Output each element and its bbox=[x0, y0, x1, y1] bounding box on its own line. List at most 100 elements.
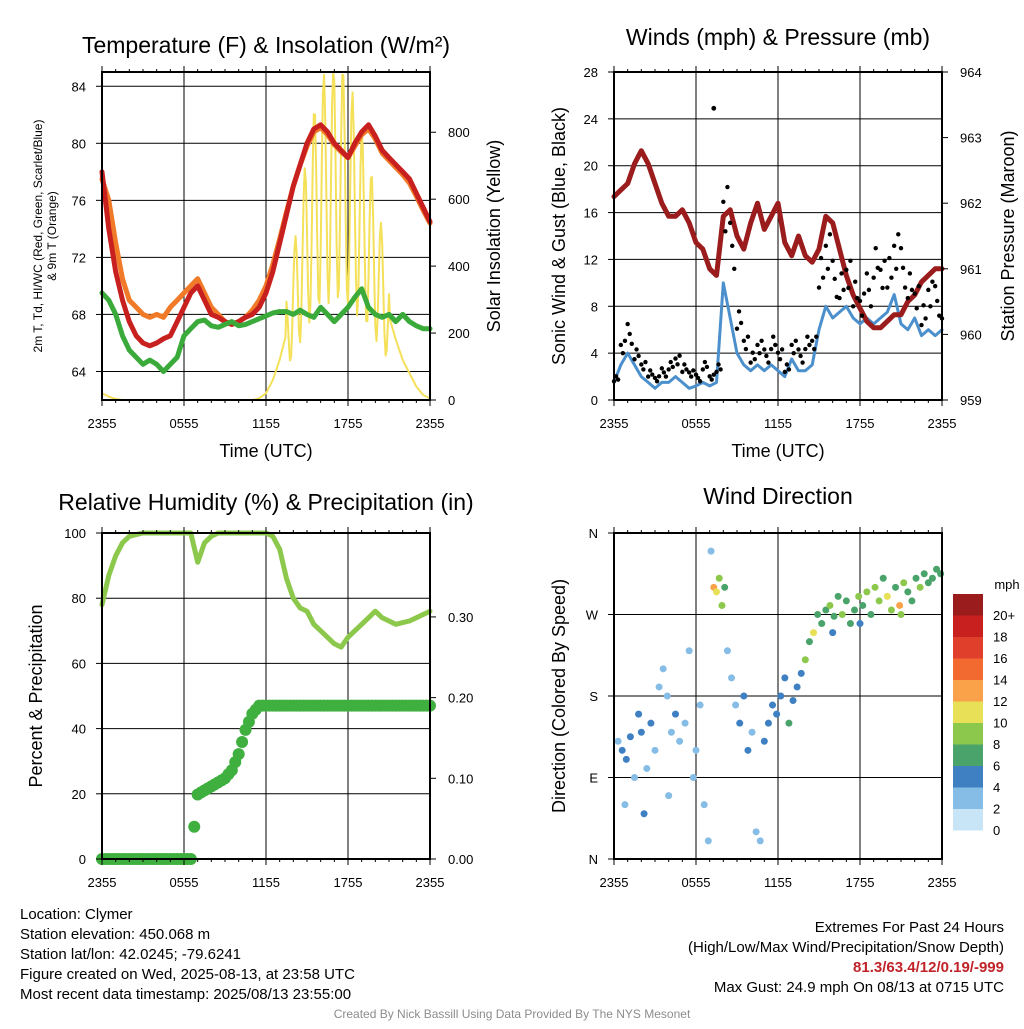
precip-point bbox=[232, 748, 245, 761]
direction-point bbox=[822, 606, 830, 614]
temp-ytick-label: 64 bbox=[72, 364, 86, 379]
dir-ytick-label: N bbox=[589, 852, 598, 867]
gust-point bbox=[634, 347, 639, 352]
gust-point bbox=[850, 304, 856, 309]
direction-point bbox=[801, 656, 809, 664]
dir-xtick-label: 2355 bbox=[600, 875, 629, 890]
gust-point bbox=[868, 304, 874, 309]
legend-label: 2 bbox=[993, 801, 1000, 816]
station-elevation: Station elevation: 450.068 m bbox=[20, 926, 211, 943]
temperature-ylabel-line2: & 9m T (Orange) bbox=[45, 191, 59, 281]
gust-point bbox=[700, 367, 706, 372]
gust-point bbox=[629, 341, 634, 346]
gust-point bbox=[755, 342, 760, 348]
dir-ytick-label: S bbox=[589, 689, 598, 704]
direction-point bbox=[789, 697, 797, 705]
gust-point bbox=[768, 346, 774, 352]
gust-point bbox=[779, 347, 785, 352]
gust-point bbox=[764, 353, 769, 359]
gust-point bbox=[654, 379, 660, 384]
gust-point bbox=[921, 303, 926, 308]
wind-xtick-label: 1755 bbox=[846, 416, 875, 431]
direction-point bbox=[672, 710, 679, 718]
gust-point bbox=[846, 285, 851, 291]
gust-point bbox=[734, 326, 740, 331]
direction-point bbox=[896, 601, 904, 609]
direction-point bbox=[715, 574, 723, 582]
dir-xtick-label: 2355 bbox=[928, 875, 957, 890]
pressure-y2label: Station Pressure (Maroon) bbox=[998, 130, 1018, 341]
gust-point bbox=[775, 350, 781, 355]
rh-ytick-label: 80 bbox=[72, 591, 86, 606]
gust-point bbox=[820, 275, 826, 280]
dir-ytick-label: E bbox=[589, 771, 598, 786]
pressure-y2tick-label: 959 bbox=[960, 393, 982, 408]
gust-point bbox=[745, 334, 751, 339]
direction-panel: Wind Direction 2355 0555 1155 1755 2355NESWN… bbox=[549, 483, 1020, 890]
direction-point bbox=[667, 728, 675, 736]
gust-point bbox=[693, 372, 699, 377]
direction-point bbox=[740, 692, 748, 700]
extremes-values: 81.3/63.4/12/0.19/-999 bbox=[853, 959, 1004, 976]
direction-point bbox=[814, 611, 822, 618]
temp-xtick-label: 2355 bbox=[416, 416, 445, 431]
gust-point bbox=[844, 267, 849, 273]
gust-point bbox=[853, 279, 858, 284]
gust-point bbox=[725, 184, 730, 190]
direction-point bbox=[773, 710, 781, 718]
gust-point bbox=[909, 287, 915, 293]
direction-point bbox=[676, 737, 684, 745]
gust-point bbox=[666, 367, 671, 372]
direction-point bbox=[769, 701, 777, 709]
gust-point bbox=[926, 287, 931, 293]
wind-ytick-label: 28 bbox=[584, 65, 598, 80]
winds-xlabel: Time (UTC) bbox=[731, 441, 824, 461]
pressure-y2tick-label: 962 bbox=[960, 196, 982, 211]
direction-point bbox=[826, 601, 834, 609]
rh-xtick-label: 1755 bbox=[334, 875, 363, 890]
humidity-ticks: 2355 0555 1155 1755 23550204060801000.000.10… bbox=[64, 526, 473, 890]
winds-ticks: 2355 0555 1155 1755 235504812162024289599609… bbox=[584, 65, 982, 431]
winds-panel: Winds (mph) & Pressure (mb) 2355 0555 1155… bbox=[549, 24, 1018, 461]
temperature-xlabel: Time (UTC) bbox=[219, 441, 312, 461]
direction-point bbox=[777, 692, 785, 700]
direction-point bbox=[846, 620, 854, 628]
rh-ytick-label: 100 bbox=[64, 526, 86, 541]
gust-point bbox=[830, 258, 835, 264]
gust-point bbox=[839, 271, 844, 276]
direction-point bbox=[718, 601, 726, 609]
gust-point bbox=[803, 346, 808, 352]
gust-point bbox=[695, 375, 701, 381]
gust-point bbox=[898, 245, 904, 251]
gust-point bbox=[809, 338, 815, 344]
direction-point bbox=[920, 570, 928, 578]
temp-xtick-label: 1155 bbox=[252, 416, 280, 431]
direction-point bbox=[689, 774, 697, 781]
gust-point bbox=[675, 362, 680, 367]
humidity-ylabel: Percent & Precipitation bbox=[26, 604, 46, 787]
gust-point bbox=[905, 295, 911, 301]
gust-point bbox=[923, 316, 928, 321]
legend-swatch bbox=[953, 615, 983, 637]
direction-point bbox=[732, 701, 740, 709]
legend-swatch bbox=[953, 744, 983, 766]
gust-point bbox=[757, 350, 762, 356]
gust-point bbox=[823, 243, 829, 249]
gust-point bbox=[914, 306, 919, 311]
direction-point bbox=[721, 583, 729, 591]
wind-ytick-label: 4 bbox=[591, 346, 598, 361]
humidity-title: Relative Humidity (%) & Precipitation (i… bbox=[58, 489, 473, 515]
direction-point bbox=[834, 592, 842, 600]
direction-point bbox=[892, 583, 900, 591]
temperature-ticks: 2355 0555 1155 1755 2355 64 68 72 76 80 84 0 200 400 6… bbox=[72, 66, 470, 431]
legend-swatch bbox=[953, 594, 983, 616]
pressure-y2tick-label: 961 bbox=[960, 262, 982, 277]
gust-point bbox=[636, 353, 641, 359]
legend-swatch bbox=[953, 766, 983, 788]
direction-point bbox=[871, 583, 879, 591]
direction-point bbox=[859, 601, 867, 609]
rh-xtick-label: 0555 bbox=[170, 875, 199, 890]
direction-point bbox=[908, 597, 916, 605]
direction-point bbox=[728, 674, 736, 682]
